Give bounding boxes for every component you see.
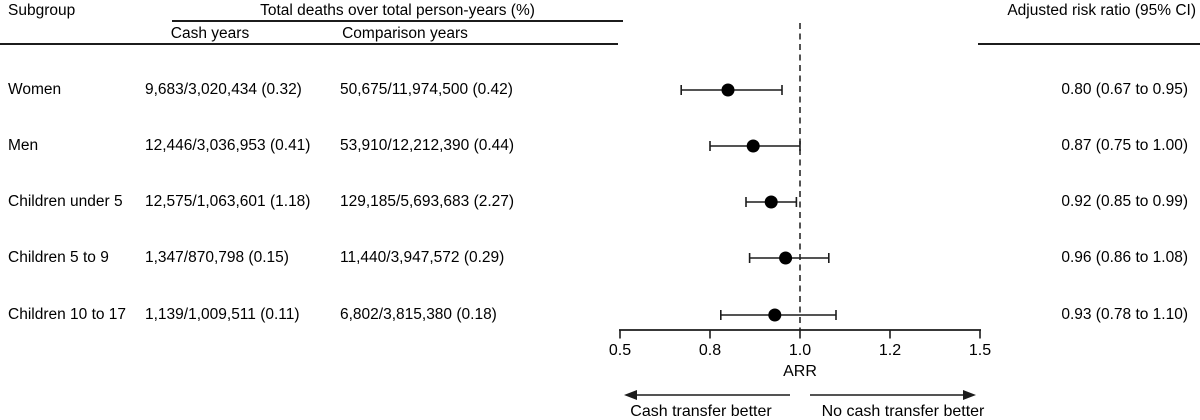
row-comparison: 11,440/3,947,572 (0.29) [340,249,505,266]
point-estimate-marker [721,83,735,97]
arrow-right-head-icon [963,390,976,400]
x-axis-tick-label: 1.2 [878,342,902,359]
x-axis-label: ARR [783,363,817,380]
arr-column-header: Adjusted risk ratio (95% CI) [1007,2,1196,19]
subgroup-column-header: Subgroup [8,2,76,19]
row-arr: 0.96 (0.86 to 1.08) [1061,249,1188,266]
row-cash: 12,446/3,036,953 (0.41) [145,137,311,154]
header-rule-left [0,43,618,45]
comparison-years-column-header: Comparison years [342,25,468,42]
row-comparison: 50,675/11,974,500 (0.42) [340,81,513,98]
row-label: Women [8,81,62,98]
deaths-group-header: Total deaths over total person-years (%) [260,2,535,19]
point-estimate-marker [746,139,760,153]
row-label: Men [8,137,39,154]
x-axis-tick-label: 1.5 [968,342,992,359]
right-direction-label: No cash transfer better [821,403,985,420]
point-estimate-marker [779,251,793,265]
x-axis-tick-label: 0.5 [608,342,632,359]
row-label: Children 5 to 9 [8,249,109,266]
header-rule-right [978,43,1200,45]
row-comparison: 129,185/5,693,683 (2.27) [340,193,515,210]
arrow-left-head-icon [624,390,637,400]
left-direction-label: Cash transfer better [630,403,772,420]
row-label: Children 10 to 17 [8,306,127,323]
row-arr: 0.80 (0.67 to 0.95) [1061,81,1188,98]
cash-years-column-header: Cash years [170,25,250,42]
point-estimate-marker [764,195,778,209]
row-comparison: 53,910/12,212,390 (0.44) [340,137,515,154]
deaths-group-underline [172,20,623,22]
row-arr: 0.93 (0.78 to 1.10) [1061,306,1188,323]
x-axis-tick-label: 0.8 [698,342,722,359]
row-label: Children under 5 [8,193,123,210]
point-estimate-marker [768,308,782,322]
x-axis-tick-label: 1.0 [788,342,812,359]
row-cash: 1,139/1,009,511 (0.11) [145,306,300,323]
row-cash: 9,683/3,020,434 (0.32) [145,81,302,98]
row-cash: 1,347/870,798 (0.15) [145,249,289,266]
row-cash: 12,575/1,063,601 (1.18) [145,193,311,210]
row-comparison: 6,802/3,815,380 (0.18) [340,306,497,323]
row-arr: 0.87 (0.75 to 1.00) [1061,137,1188,154]
row-arr: 0.92 (0.85 to 0.99) [1061,193,1188,210]
